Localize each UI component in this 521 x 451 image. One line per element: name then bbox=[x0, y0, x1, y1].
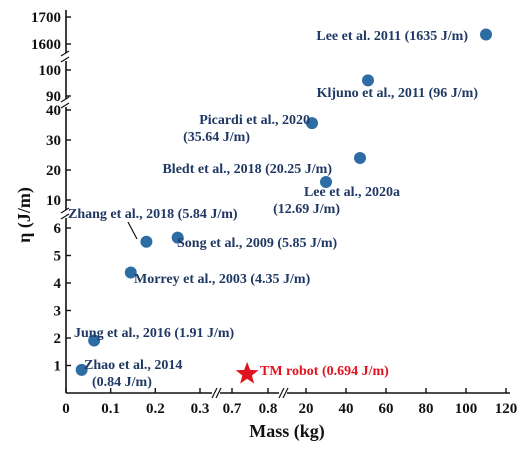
y-tick-label: 20 bbox=[46, 163, 61, 179]
y-tick-label: 40 bbox=[46, 103, 61, 119]
data-point-label: Zhang et al., 2018 (5.84 J/m) bbox=[68, 207, 238, 222]
y-tick-label: 100 bbox=[39, 63, 62, 79]
y-tick-label: 1 bbox=[54, 359, 62, 375]
x-axis-break-mark bbox=[211, 387, 218, 399]
axes bbox=[60, 10, 510, 399]
y-axis-break-mark bbox=[60, 56, 70, 63]
y-tick-label: 10 bbox=[46, 193, 61, 209]
x-tick-label: 0.2 bbox=[146, 401, 165, 417]
y-axis-break-mark bbox=[60, 102, 70, 109]
x-tick-label: 80 bbox=[419, 401, 434, 417]
point-labels: Lee et al. 2011 (1635 J/m) Kljuno et al.,… bbox=[68, 29, 478, 390]
data-point-label: Song et al., 2009 (5.85 J/m) bbox=[177, 236, 338, 251]
data-point bbox=[140, 235, 153, 248]
data-point bbox=[354, 152, 366, 164]
y-tick-label: 3 bbox=[54, 304, 62, 320]
x-axis-break-gap bbox=[279, 387, 287, 399]
y-tick-label: 1600 bbox=[31, 37, 61, 53]
data-point bbox=[124, 266, 137, 279]
y-axis-break-mark bbox=[60, 207, 70, 214]
data-point bbox=[480, 28, 492, 41]
y-tick-label: 90 bbox=[46, 89, 61, 105]
x-tick-label: 0.7 bbox=[223, 401, 242, 417]
data-point bbox=[171, 231, 184, 244]
y-tick-label: 6 bbox=[54, 221, 62, 237]
data-point-label: TM robot (0.694 J/m) bbox=[260, 364, 389, 379]
y-axis-break-mark bbox=[60, 213, 70, 220]
y-axis-break-gap bbox=[60, 53, 72, 61]
x-tick-label: 100 bbox=[455, 401, 478, 417]
data-point-label: Lee et al., 2020a (12.69 J/m) bbox=[273, 185, 400, 217]
data-point-label: Picardi et al., 2020 (35.64 J/m) bbox=[183, 113, 310, 145]
x-tick-label: 60 bbox=[379, 401, 394, 417]
data-points bbox=[75, 28, 492, 384]
data-point-label: Bledt et al., 2018 (20.25 J/m) bbox=[162, 162, 332, 177]
data-point bbox=[320, 176, 332, 188]
data-point-star bbox=[235, 361, 259, 384]
y-tick-label: 1700 bbox=[31, 10, 61, 26]
y-tick-label: 4 bbox=[54, 276, 62, 292]
x-tick-label: 0.3 bbox=[191, 401, 210, 417]
data-point-label: Jung et al., 2016 (1.91 J/m) bbox=[74, 326, 235, 341]
data-point-label: Lee et al. 2011 (1635 J/m) bbox=[316, 29, 468, 44]
data-point bbox=[75, 363, 88, 376]
y-axis-break-gap bbox=[60, 210, 72, 218]
x-tick-label: 20 bbox=[299, 401, 314, 417]
x-tick-label: 0.8 bbox=[259, 401, 278, 417]
y-axis-break-gap bbox=[60, 99, 72, 107]
x-axis-title: Mass (kg) bbox=[249, 421, 325, 442]
x-tick-label: 0 bbox=[62, 401, 70, 417]
y-axis-break-mark bbox=[60, 96, 70, 103]
x-tick-label: 40 bbox=[339, 401, 354, 417]
y-tick-label: 2 bbox=[54, 331, 62, 347]
data-point-label: Kljuno et al., 2011 (96 J/m) bbox=[317, 86, 479, 101]
x-axis-break-mark bbox=[215, 387, 222, 399]
data-point bbox=[88, 334, 101, 347]
x-tick-label: 0.1 bbox=[101, 401, 120, 417]
y-axis-break-mark bbox=[60, 50, 70, 57]
data-point bbox=[362, 74, 374, 87]
y-axis-title: η (J/m) bbox=[14, 187, 35, 243]
x-axis-break-mark bbox=[282, 387, 289, 399]
data-point bbox=[306, 117, 318, 130]
y-tick-label: 30 bbox=[46, 133, 61, 149]
data-point-label: Zhao et al., 2014 (0.84 J/m) bbox=[84, 358, 182, 390]
label-leader-line bbox=[127, 221, 138, 240]
data-point-label: Morrey et al., 2003 (4.35 J/m) bbox=[134, 272, 311, 287]
y-tick-label: 5 bbox=[54, 249, 62, 265]
x-axis-break-gap bbox=[212, 387, 220, 399]
x-axis-break-mark bbox=[278, 387, 285, 399]
x-tick-label: 120 bbox=[495, 401, 518, 417]
